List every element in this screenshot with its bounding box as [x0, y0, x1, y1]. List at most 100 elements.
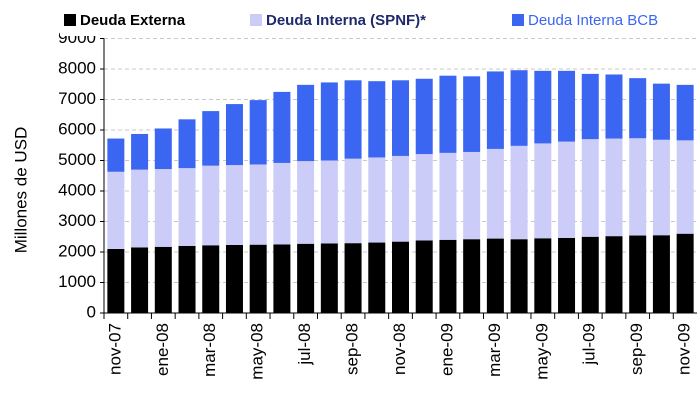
bar-segment — [107, 138, 125, 172]
bar-segment — [178, 119, 196, 169]
bar-segment — [344, 80, 362, 159]
bar-segment — [249, 164, 267, 245]
bar-segment — [107, 248, 125, 313]
y-tick-label: 2000 — [58, 241, 96, 260]
bar-segment — [510, 239, 528, 313]
x-tick-label: nov-09 — [675, 323, 694, 375]
bar-segment — [652, 235, 670, 313]
y-tick-label: 5000 — [58, 150, 96, 169]
bar-segment — [415, 78, 433, 155]
bar-segment — [178, 245, 196, 313]
x-tick-label: ene-08 — [153, 323, 172, 376]
bar-segment — [486, 238, 504, 313]
bar-segment — [510, 70, 528, 146]
bar-segment — [534, 238, 552, 313]
bar-segment — [486, 148, 504, 239]
bar-segment — [463, 76, 481, 152]
x-tick-label: mar-08 — [200, 323, 219, 377]
y-tick-label: 4000 — [58, 180, 96, 199]
bar-segment — [131, 133, 149, 170]
bar-segment — [581, 236, 599, 313]
bar-segment — [202, 245, 220, 313]
bar-segment — [392, 241, 409, 313]
bar-segment — [534, 143, 552, 239]
legend-swatch — [250, 14, 262, 26]
bar-segment — [225, 244, 243, 313]
x-tick-label: jul-09 — [580, 323, 599, 366]
x-tick-label: may-08 — [248, 323, 267, 380]
y-tick-label: 3000 — [58, 211, 96, 230]
bar-segment — [344, 243, 362, 313]
bar-segment — [131, 169, 149, 248]
bar-segment — [676, 140, 694, 234]
bar-segment — [415, 240, 433, 313]
bar-segment — [107, 171, 125, 249]
bar-segment — [629, 78, 647, 139]
bar-segment — [652, 83, 670, 140]
x-tick-label: nov-08 — [390, 323, 409, 375]
bar-segment — [676, 84, 694, 141]
legend-label: Deuda Externa — [80, 12, 186, 29]
x-tick-label: jul-08 — [295, 323, 314, 366]
bar-segment — [297, 161, 315, 244]
x-tick-label: ene-09 — [437, 323, 456, 376]
bar-segment — [581, 73, 599, 140]
x-tick-label: nov-07 — [105, 323, 124, 375]
y-tick-label: 8000 — [58, 58, 96, 77]
legend-swatch — [64, 14, 76, 26]
bar-segment — [439, 75, 457, 153]
y-tick-label: 7000 — [58, 89, 96, 108]
bar-segment — [154, 128, 172, 170]
x-tick-label: may-09 — [532, 323, 551, 380]
legend-label: Deuda Interna BCB — [528, 12, 658, 29]
bar-segment — [320, 82, 338, 161]
y-tick-label: 0 — [87, 302, 96, 321]
bar-segment — [581, 139, 599, 237]
y-axis-label: Millones de USD — [11, 127, 30, 254]
bar-segment — [273, 91, 291, 163]
bar-segment — [131, 247, 149, 313]
bar-segment — [558, 141, 576, 238]
y-tick-label: 1000 — [58, 272, 96, 291]
bar-segment — [249, 100, 267, 165]
bar-segment — [558, 237, 576, 313]
bar-segment — [629, 235, 647, 313]
bar-segment — [629, 138, 647, 236]
bar-segment — [273, 244, 291, 313]
bar-segment — [605, 74, 623, 139]
bar-segment — [178, 168, 196, 246]
bar-segment — [225, 165, 243, 245]
legend-swatch — [512, 14, 524, 26]
bar-segment — [439, 239, 457, 313]
bar-segment — [320, 160, 338, 244]
legend-bg — [60, 0, 697, 36]
bar-segment — [676, 233, 694, 313]
bar-segment — [463, 151, 481, 240]
legend-label: Deuda Interna (SPNF)* — [266, 12, 426, 29]
bar-segment — [415, 154, 433, 241]
bar-segment — [368, 81, 386, 158]
bar-segment — [605, 138, 623, 237]
x-tick-label: sep-09 — [627, 323, 646, 375]
bar-segment — [297, 84, 315, 162]
bar-segment — [154, 246, 172, 313]
bar-segment — [439, 152, 457, 240]
bar-segment — [605, 236, 623, 313]
bar-segment — [392, 80, 409, 156]
bar-segment — [392, 155, 409, 242]
bar-segment — [510, 145, 528, 240]
bar-segment — [558, 70, 576, 142]
x-tick-label: mar-09 — [485, 323, 504, 377]
bar-segment — [463, 239, 481, 313]
bar-segment — [368, 242, 386, 313]
bar-segment — [273, 162, 291, 245]
bar-segment — [652, 139, 670, 236]
bar-segment — [320, 243, 338, 313]
bar-segment — [225, 104, 243, 166]
bar-segment — [368, 157, 386, 243]
bar-segment — [297, 243, 315, 313]
bar-segment — [534, 70, 552, 144]
bar-segment — [344, 158, 362, 244]
bar-segment — [202, 165, 220, 246]
